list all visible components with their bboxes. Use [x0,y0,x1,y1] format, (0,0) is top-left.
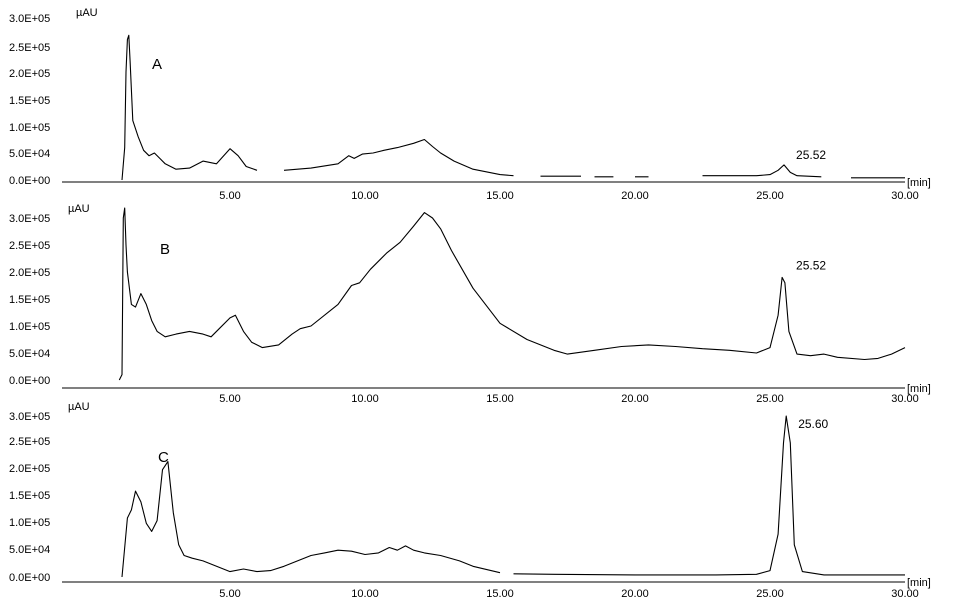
peak-retention-label: 25.52 [796,258,826,272]
panel-label: B [160,241,170,258]
y-tick-label: 1.0E+05 [9,321,50,333]
x-tick-label: 20.00 [621,588,649,600]
y-axis-unit-label: µAU [76,7,98,19]
x-tick-label: 15.00 [486,190,514,202]
x-tick-label: 25.00 [756,588,784,600]
y-tick-label: 3.0E+05 [9,213,50,225]
x-tick-label: 15.00 [486,393,514,405]
x-tick-label: 30.00 [891,190,919,202]
x-tick-label: 15.00 [486,588,514,600]
y-tick-label: 2.0E+05 [9,68,50,80]
y-tick-label: 0.0E+00 [9,175,50,187]
peak-retention-label: 25.60 [798,417,828,431]
x-tick-label: 30.00 [891,588,919,600]
x-tick-label: 20.00 [621,393,649,405]
x-tick-label: 25.00 [756,190,784,202]
x-tick-label: 5.00 [219,588,240,600]
y-tick-label: 3.0E+05 [9,13,50,25]
x-axis-unit-label: [min] [907,577,931,589]
y-tick-label: 1.5E+05 [9,490,50,502]
x-tick-label: 10.00 [351,588,379,600]
y-tick-label: 2.5E+05 [9,42,50,54]
y-tick-label: 2.0E+05 [9,463,50,475]
x-axis-unit-label: [min] [907,177,931,189]
y-tick-label: 3.0E+05 [9,411,50,423]
y-tick-label: 2.5E+05 [9,436,50,448]
y-tick-label: 2.5E+05 [9,240,50,252]
y-tick-label: 5.0E+04 [9,348,50,360]
panel-label: A [152,56,162,73]
x-tick-label: 5.00 [219,393,240,405]
y-tick-label: 1.5E+05 [9,95,50,107]
y-tick-label: 1.0E+05 [9,122,50,134]
chromatogram-trace [118,207,906,381]
y-tick-label: 1.5E+05 [9,294,50,306]
y-tick-label: 1.0E+05 [9,517,50,529]
x-tick-label: 25.00 [756,393,784,405]
chromatogram-panel-b: 0.0E+00 5.0E+04 1.0E+05 1.5E+05 2.0E+05 2.5E+… [9,203,931,405]
y-tick-label: 0.0E+00 [9,375,50,387]
chromatogram-trace [121,415,905,578]
y-tick-label: 5.0E+04 [9,544,50,556]
chromatogram-trace [121,34,905,181]
x-axis-unit-label: [min] [907,383,931,395]
y-tick-label: 0.0E+00 [9,572,50,584]
peak-retention-label: 25.52 [796,148,826,162]
y-axis-unit-label: µAU [68,401,90,413]
x-tick-label: 10.00 [351,190,379,202]
chromatogram-panel-a: 0.0E+00 5.0E+04 1.0E+05 1.5E+05 2.0E+05 2.5E+… [9,7,931,202]
x-tick-label: 30.00 [891,393,919,405]
x-tick-label: 10.00 [351,393,379,405]
x-tick-label: 20.00 [621,190,649,202]
y-axis-unit-label: µAU [68,203,90,215]
panel-label: C [158,449,169,466]
x-tick-label: 5.00 [219,190,240,202]
y-tick-label: 2.0E+05 [9,267,50,279]
y-tick-label: 5.0E+04 [9,148,50,160]
chromatogram-panel-c: 0.0E+00 5.0E+04 1.0E+05 1.5E+05 2.0E+05 2.5E+… [9,401,931,600]
